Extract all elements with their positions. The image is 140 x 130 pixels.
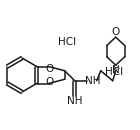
Text: HCl: HCl — [105, 67, 123, 77]
Text: O: O — [45, 76, 54, 86]
Text: NH: NH — [67, 96, 82, 106]
Text: NH: NH — [85, 76, 101, 86]
Text: N: N — [112, 65, 120, 75]
Text: O: O — [112, 27, 120, 37]
Text: HCl: HCl — [58, 37, 76, 47]
Text: O: O — [45, 63, 54, 73]
